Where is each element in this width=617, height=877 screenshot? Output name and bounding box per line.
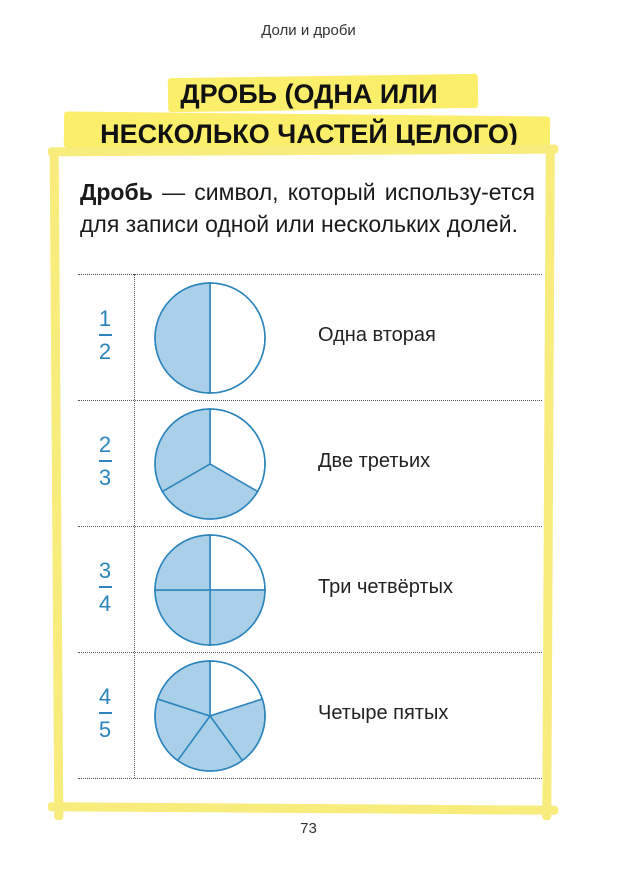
fraction-label: Четыре пятых xyxy=(318,702,449,724)
fraction-symbol: 2 3 xyxy=(92,432,118,491)
definition-body: — символ, который использу-ется для запи… xyxy=(80,179,535,237)
pie-slice-empty xyxy=(209,282,266,394)
row-divider xyxy=(78,526,542,527)
row-divider xyxy=(78,652,542,653)
pie-three-quarters xyxy=(154,534,266,646)
frame-bottom xyxy=(47,802,559,815)
denominator: 3 xyxy=(98,465,112,490)
frame-right xyxy=(542,149,555,821)
numerator: 1 xyxy=(98,306,112,331)
fraction-bar xyxy=(98,586,112,588)
fraction-symbol: 1 2 xyxy=(92,306,118,365)
fractions-table: 1 2 Одна вторая 2 3 Две третьих 3 4 Три … xyxy=(78,274,542,779)
pie-outline xyxy=(154,660,266,772)
fraction-label: Одна вторая xyxy=(318,324,436,346)
frame-left xyxy=(49,149,64,821)
row-divider xyxy=(78,778,542,779)
running-header: Доли и дроби xyxy=(261,22,356,39)
fraction-row: 1 2 Одна вторая xyxy=(78,274,542,400)
pie-slice-empty xyxy=(209,534,266,591)
denominator: 2 xyxy=(98,339,112,364)
fraction-row: 4 5 Четыре пятых xyxy=(78,652,542,778)
fraction-bar xyxy=(98,460,112,462)
pie-outline xyxy=(154,534,266,646)
definition-text: Дробь — символ, который использу-ется дл… xyxy=(80,176,535,240)
denominator: 4 xyxy=(98,591,112,616)
title-block: ДРОБЬ (ОДНА ИЛИ НЕСКОЛЬКО ЧАСТЕЙ ЦЕЛОГО) xyxy=(58,72,560,154)
frame-top xyxy=(47,144,559,157)
pie-outline xyxy=(154,282,266,394)
title-line-1: ДРОБЬ (ОДНА ИЛИ xyxy=(180,79,438,109)
pie-four-fifths xyxy=(154,660,266,772)
pie-slice-filled xyxy=(154,534,211,591)
pie-slice-filled xyxy=(209,589,266,646)
row-divider xyxy=(78,400,542,401)
numerator: 2 xyxy=(98,432,112,457)
row-divider xyxy=(78,274,542,275)
fraction-label: Три четвёртых xyxy=(318,576,453,598)
page-title: ДРОБЬ (ОДНА ИЛИ НЕСКОЛЬКО ЧАСТЕЙ ЦЕЛОГО) xyxy=(58,74,560,154)
denominator: 5 xyxy=(98,717,112,742)
definition-term: Дробь xyxy=(80,179,153,205)
numerator: 4 xyxy=(98,684,112,709)
fraction-row: 3 4 Три четвёртых xyxy=(78,526,542,652)
pie-slice-filled xyxy=(154,282,211,394)
pie-two-thirds xyxy=(154,408,266,520)
pie-outline xyxy=(154,408,266,520)
fraction-symbol: 4 5 xyxy=(92,684,118,743)
numerator: 3 xyxy=(98,558,112,583)
fraction-symbol: 3 4 xyxy=(92,558,118,617)
pie-slice-filled xyxy=(154,589,211,646)
fraction-bar xyxy=(98,712,112,714)
fraction-label: Две третьих xyxy=(318,450,431,472)
page-number: 73 xyxy=(300,820,317,837)
fraction-bar xyxy=(98,334,112,336)
pie-one-half xyxy=(154,282,266,394)
fraction-row: 2 3 Две третьих xyxy=(78,400,542,526)
title-line-2: НЕСКОЛЬКО ЧАСТЕЙ ЦЕЛОГО) xyxy=(100,119,518,149)
